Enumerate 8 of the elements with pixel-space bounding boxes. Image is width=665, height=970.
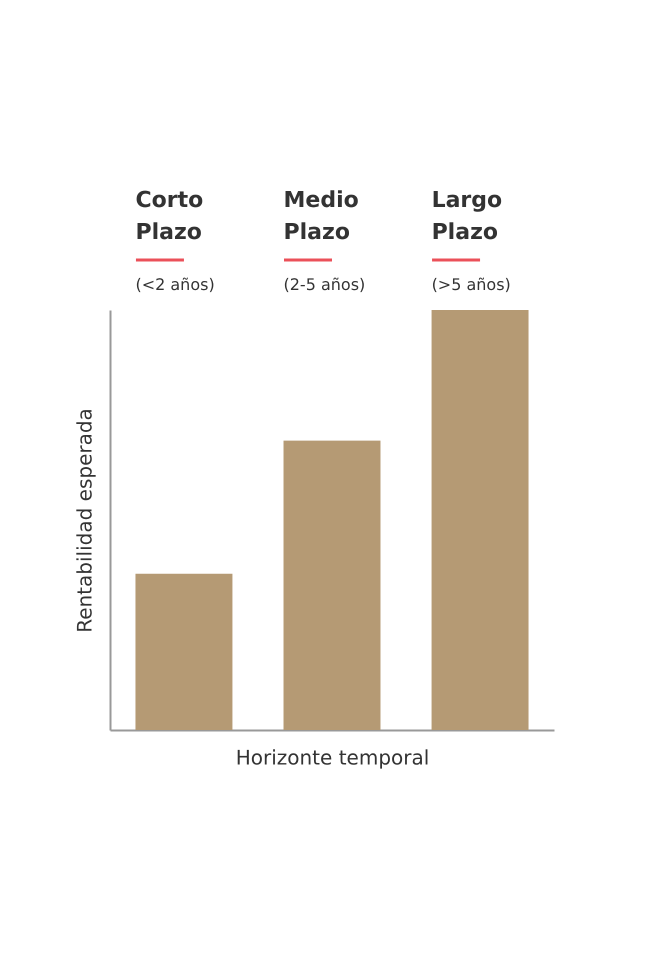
x-axis-title: Horizonte temporal (236, 746, 430, 770)
x-tick-label: Medio Plazo (284, 188, 359, 245)
y-axis-title: Rentabilidad esperada (72, 408, 96, 633)
text: (<2 años) (135, 275, 215, 294)
text: (2-5 años) (284, 275, 366, 294)
x-tick-label: Largo Plazo (432, 188, 502, 245)
x-tick-label: Corto Plazo (135, 188, 204, 245)
text: (>5 años) (432, 275, 511, 294)
